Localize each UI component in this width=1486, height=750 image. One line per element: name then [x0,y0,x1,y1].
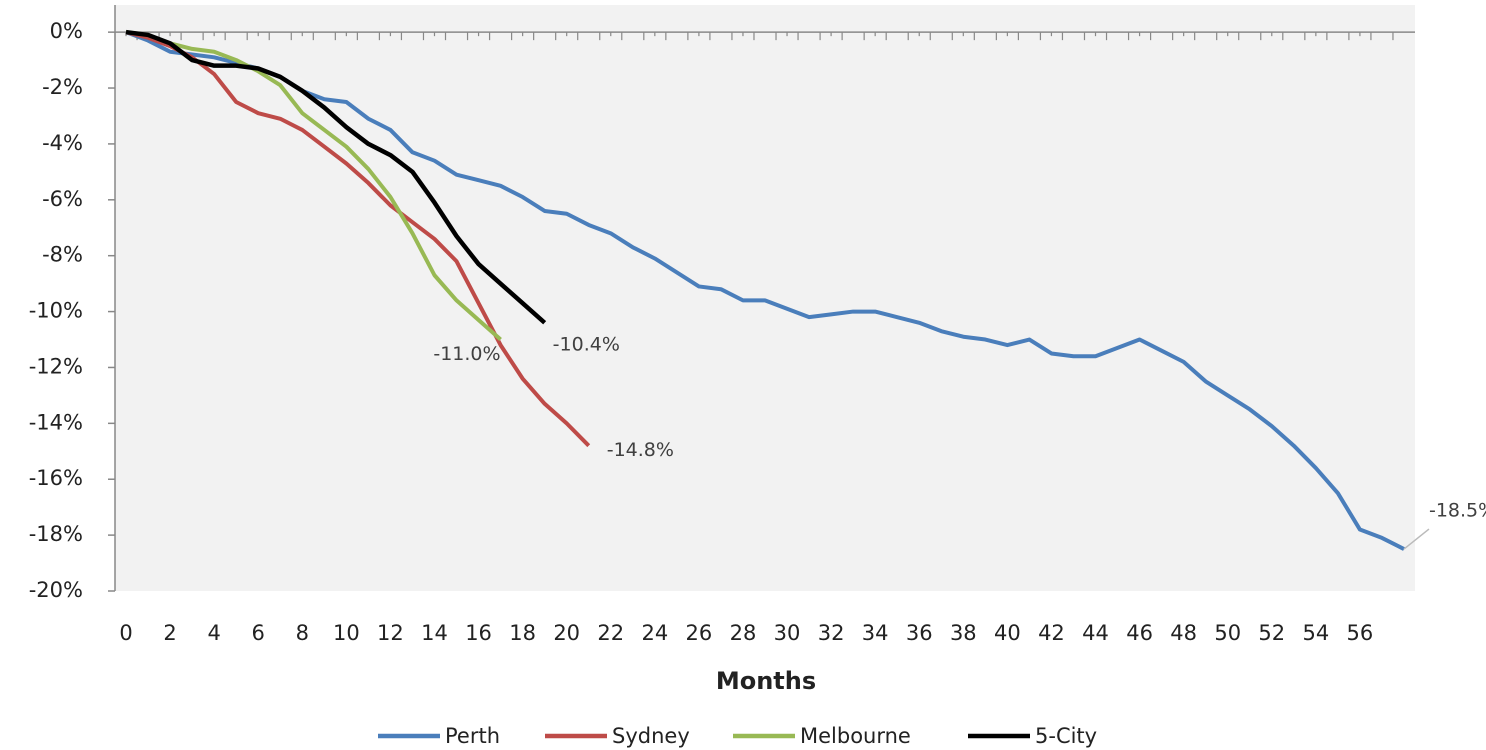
x-tick-label: 52 [1258,621,1285,645]
x-tick-label: 14 [421,621,448,645]
y-tick-label: -14% [29,410,83,434]
y-tick-label: -4% [42,131,83,155]
plot-area [115,5,1415,591]
x-tick-label: 54 [1302,621,1329,645]
x-tick-label: 12 [377,621,404,645]
data-label: -14.8% [607,439,674,461]
x-tick-label: 22 [597,621,624,645]
y-tick-label: 0% [50,19,83,43]
x-tick-label: 28 [730,621,757,645]
leader-line [1403,528,1430,550]
series-line [125,30,591,448]
legend-label: Melbourne [800,724,911,748]
x-tick-label: 46 [1126,621,1153,645]
data-label: -10.4% [553,333,620,355]
legend-label: Sydney [612,724,690,748]
x-tick-label: 44 [1082,621,1109,645]
series-line [125,30,502,342]
x-tick-label: 8 [296,621,309,645]
x-tick-label: 26 [686,621,713,645]
legend-label: 5-City [1035,724,1097,748]
y-tick-label: -2% [42,75,83,99]
x-tick-label: 4 [207,621,220,645]
y-tick-label: -10% [29,299,83,323]
x-tick-label: 50 [1214,621,1241,645]
x-tick-label: 10 [333,621,360,645]
x-tick-label: 20 [553,621,580,645]
series-line [125,30,1405,551]
y-tick-label: -20% [29,578,83,602]
x-tick-label: 56 [1347,621,1374,645]
x-tick-label: 18 [509,621,536,645]
series-line [125,29,547,325]
x-tick-label: 32 [818,621,845,645]
y-tick-label: -6% [42,187,83,211]
y-tick-label: -16% [29,466,83,490]
x-tick-label: 24 [641,621,668,645]
x-tick-label: 40 [994,621,1021,645]
data-label: -18.5% [1429,500,1486,522]
x-tick-label: 30 [774,621,801,645]
x-tick-label: 6 [252,621,265,645]
x-tick-label: 16 [465,621,492,645]
y-tick-label: -8% [42,243,83,267]
y-tick-label: -12% [29,354,83,378]
x-tick-label: 34 [862,621,889,645]
x-tick-label: 0 [119,621,132,645]
x-tick-label: 38 [950,621,977,645]
legend-label: Perth [445,724,500,748]
x-tick-label: 2 [163,621,176,645]
x-tick-label: 48 [1170,621,1197,645]
x-tick-label: 36 [906,621,933,645]
y-tick-label: -18% [29,522,83,546]
x-tick-label: 42 [1038,621,1065,645]
x-axis-title: Months [716,667,816,695]
data-label: -11.0% [433,343,500,365]
